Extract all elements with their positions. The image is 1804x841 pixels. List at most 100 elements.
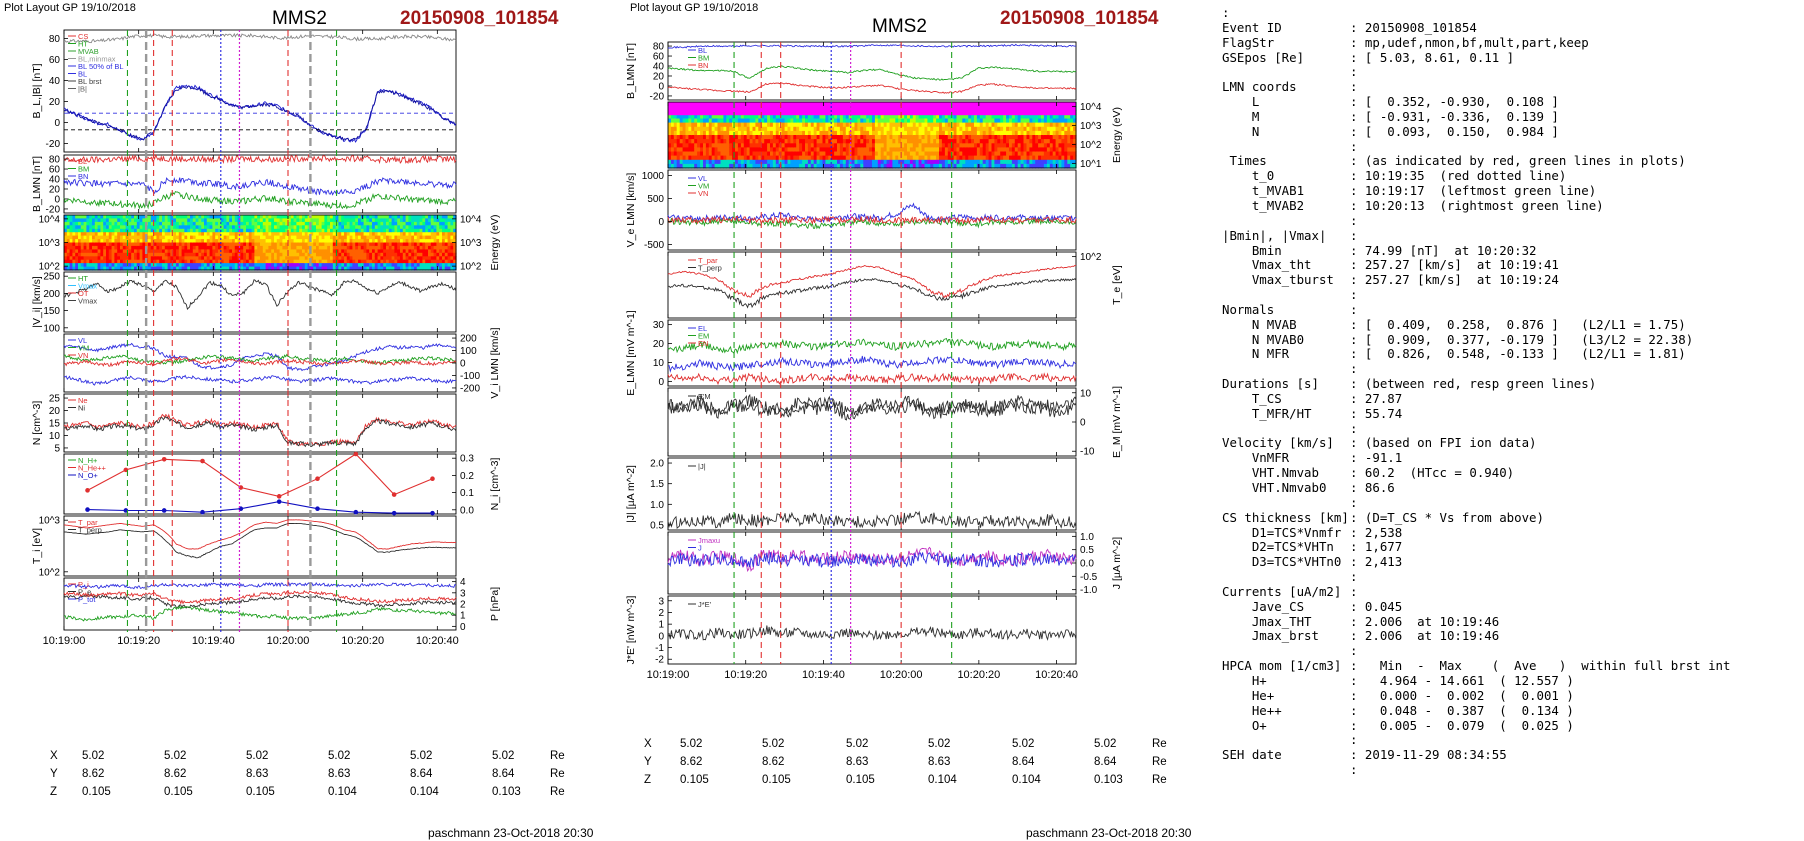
spectrogram-cell bbox=[148, 225, 152, 230]
spectrogram-cell bbox=[313, 221, 317, 226]
spectrogram-cell bbox=[444, 256, 449, 261]
spectrogram-cell bbox=[685, 126, 689, 132]
spectrogram-cell bbox=[321, 215, 325, 219]
spectrogram-cell bbox=[729, 130, 733, 136]
spectrogram-cell bbox=[793, 163, 797, 169]
spectrogram-cell bbox=[428, 218, 432, 223]
spectrogram-cell bbox=[428, 263, 432, 268]
data-point bbox=[315, 506, 320, 512]
spectrogram-cell bbox=[198, 235, 202, 240]
legend-entry: P_i bbox=[78, 580, 89, 589]
spectrogram-cell bbox=[218, 256, 222, 261]
spectrogram-cell bbox=[372, 242, 376, 247]
spectrogram-cell bbox=[816, 139, 821, 144]
spectrogram-cell bbox=[148, 256, 152, 261]
data-point bbox=[276, 499, 282, 504]
spectrogram-cell bbox=[386, 242, 390, 247]
spectrogram-cell bbox=[939, 159, 943, 165]
spectrogram-cell bbox=[770, 126, 774, 132]
spectrogram-cell bbox=[688, 126, 692, 132]
spectrogram-cell bbox=[682, 159, 687, 165]
spectrogram-cell bbox=[148, 242, 152, 247]
spectrogram-cell bbox=[807, 126, 812, 132]
spectrogram-cell bbox=[83, 256, 87, 261]
spectrogram-cell bbox=[106, 221, 110, 226]
spectrogram-cell bbox=[72, 259, 76, 264]
spectrogram-cell bbox=[1017, 143, 1022, 148]
spectrogram-cell bbox=[293, 259, 297, 264]
spectrogram-cell bbox=[936, 122, 940, 128]
spectrogram-cell bbox=[100, 232, 104, 237]
spectrogram-cell bbox=[164, 252, 169, 257]
spectrogram-cell bbox=[968, 159, 972, 165]
spectrogram-cell bbox=[176, 252, 180, 257]
spectrogram-cell bbox=[1017, 163, 1022, 169]
spectrogram-cell bbox=[450, 239, 454, 244]
spectrogram-cell bbox=[965, 155, 969, 161]
spectrogram-cell bbox=[366, 242, 370, 247]
spectrogram-cell bbox=[694, 130, 698, 136]
spectrogram-cell bbox=[813, 126, 818, 132]
spectrogram-cell bbox=[447, 218, 451, 223]
spectrogram-cell bbox=[184, 225, 188, 230]
spectrogram-cell bbox=[1073, 147, 1077, 153]
spectrogram-cell bbox=[770, 130, 774, 136]
spectrogram-cell bbox=[257, 232, 261, 237]
spectrogram-cell bbox=[234, 232, 239, 237]
spectrogram-cell bbox=[299, 259, 303, 264]
spectrogram-cell bbox=[324, 249, 328, 254]
spectrogram-cell bbox=[790, 118, 794, 124]
spectrogram-cell bbox=[930, 159, 934, 165]
spectrogram-cell bbox=[927, 163, 931, 169]
spectrogram-cell bbox=[262, 259, 267, 264]
spectrogram-cell bbox=[330, 239, 334, 244]
spectrogram-cell bbox=[735, 139, 739, 144]
spectrogram-cell bbox=[874, 122, 879, 128]
spectrogram-cell bbox=[433, 266, 437, 271]
spectrogram-cell bbox=[673, 163, 678, 169]
spectrogram-cell bbox=[743, 151, 748, 157]
spectrogram-cell bbox=[125, 235, 129, 240]
spectrogram-cell bbox=[232, 232, 236, 237]
spectrogram-cell bbox=[936, 118, 940, 124]
spectrogram-cell bbox=[108, 239, 113, 244]
spectrogram-cell bbox=[94, 232, 99, 237]
axis-label: Energy (eV) bbox=[489, 214, 501, 270]
axis-label: E_LMN [mV m^-1] bbox=[625, 310, 637, 396]
spectrogram-cell bbox=[1064, 151, 1068, 157]
spectrogram-cell bbox=[775, 118, 780, 124]
spectrogram-cell bbox=[854, 139, 858, 144]
spectrogram-cell bbox=[425, 256, 429, 261]
spectrogram-cell bbox=[685, 114, 689, 120]
spectrogram-cell bbox=[380, 232, 384, 237]
spectrogram-cell bbox=[318, 235, 323, 240]
legend-entry: VM bbox=[78, 344, 89, 353]
spectrogram-cell bbox=[307, 228, 311, 233]
spectrogram-cell bbox=[682, 114, 687, 120]
spectrogram-cell bbox=[142, 232, 146, 237]
spectrogram-cell bbox=[414, 218, 418, 223]
spectrogram-cell bbox=[901, 135, 905, 140]
spectrogram-cell bbox=[991, 122, 995, 128]
spectrogram-cell bbox=[282, 256, 286, 261]
spectrogram-cell bbox=[416, 263, 421, 268]
spectrogram-cell bbox=[402, 242, 407, 247]
spectrogram-cell bbox=[767, 147, 771, 153]
spectrogram-cell bbox=[338, 235, 342, 240]
spectrogram-cell bbox=[909, 155, 914, 161]
spectrogram-cell bbox=[979, 139, 984, 144]
spectrogram-cell bbox=[204, 232, 208, 237]
spectrogram-cell bbox=[251, 266, 255, 271]
spectrogram-cell bbox=[947, 118, 952, 124]
spectrogram-cell bbox=[293, 263, 297, 268]
spectrogram-cell bbox=[737, 159, 742, 165]
spectrogram-cell bbox=[1067, 122, 1071, 128]
spectrogram-cell bbox=[927, 155, 931, 161]
spectrogram-cell bbox=[400, 263, 404, 268]
axis-label: Energy (eV) bbox=[1111, 107, 1123, 163]
spectrogram-cell bbox=[866, 130, 870, 136]
spectrogram-cell bbox=[78, 252, 82, 257]
spectrogram-cell bbox=[97, 256, 101, 261]
spectrogram-cell bbox=[117, 245, 121, 250]
spectrogram-cell bbox=[761, 135, 765, 140]
